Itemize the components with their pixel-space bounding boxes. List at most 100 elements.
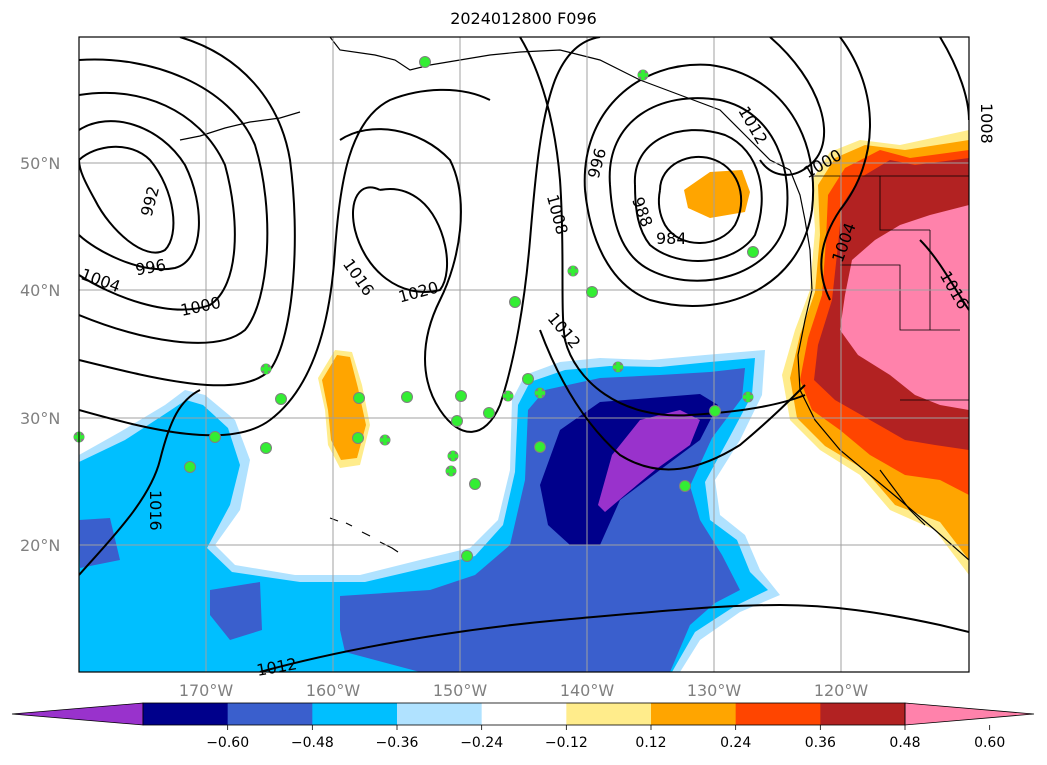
coastlines [179, 37, 969, 561]
obs-circle-marker [184, 461, 196, 473]
colorbar-segment [820, 703, 906, 725]
isobar-1016-sw [79, 389, 201, 576]
isobar-label: 984 [656, 229, 687, 248]
na-west-coast [789, 169, 969, 561]
baja-coast [879, 469, 926, 526]
obs-plus-marker [260, 363, 272, 375]
observation-markers [73, 56, 759, 562]
obs-circle-marker [522, 373, 534, 385]
lon-label: 170°W [179, 681, 234, 700]
longitude-labels: 170°W 160°W 150°W 140°W 130°W 120°W [179, 681, 869, 700]
obs-circle-marker [679, 480, 691, 492]
colorbar-tick-label: 0.12 [635, 735, 666, 751]
obs-circle-marker [401, 391, 413, 403]
neg-anomaly-level5 [598, 410, 700, 512]
colorbar-segment [651, 703, 737, 725]
colorbar-segment [397, 703, 483, 725]
obs-circle-marker [455, 390, 467, 402]
obs-circle-marker [419, 56, 431, 68]
obs-circle-marker [483, 407, 495, 419]
obs-plus-marker [742, 391, 754, 403]
isobar-1016-center [339, 37, 601, 433]
obs-circle-marker [586, 286, 598, 298]
lon-label: 120°W [814, 681, 869, 700]
obs-circle-marker [469, 478, 481, 490]
latitude-labels: 50°N 40°N 30°N 20°N [20, 154, 60, 555]
isobar-1008-west [79, 37, 296, 387]
aleutian-chain [179, 111, 301, 141]
isobar-996-ne [583, 63, 815, 307]
border-interior-1 [879, 176, 930, 231]
isobar-992-ne [608, 97, 789, 282]
lon-label: 150°W [433, 681, 488, 700]
political-borders [810, 175, 969, 401]
colorbar-tick-label: 0.24 [720, 735, 751, 751]
isobar-996 [79, 120, 200, 271]
obs-circle-marker [209, 431, 221, 443]
colorbar-segment [566, 703, 652, 725]
obs-plus-marker [445, 465, 457, 477]
obs-circle-marker [451, 415, 463, 427]
colorbar-tick-label: −0.48 [291, 735, 334, 751]
colorbar-tick-label: 0.48 [889, 735, 920, 751]
colorbar-extend-high [904, 702, 1035, 726]
isobars [79, 37, 969, 672]
isobar-1012-south [259, 603, 969, 672]
isobar-988 [633, 129, 763, 262]
colorbar-tick-label: −0.24 [460, 735, 503, 751]
colorbar-segment [735, 703, 821, 725]
isobar-1000-ne [759, 37, 826, 176]
colorbar-tick-label: 0.60 [974, 735, 1005, 751]
isobar-984 [657, 155, 743, 244]
isobar-label: 1008 [977, 103, 996, 144]
lon-label: 140°W [560, 681, 615, 700]
isobar-1000 [79, 91, 236, 311]
colorbar-segment [481, 703, 567, 725]
obs-plus-marker [612, 361, 624, 373]
colorbar-segment [143, 703, 229, 725]
obs-plus-marker [534, 387, 546, 399]
colorbar-tick-label: −0.60 [206, 735, 249, 751]
obs-plus-marker [447, 450, 459, 462]
map-frame [78, 36, 970, 673]
lon-label: 130°W [687, 681, 742, 700]
obs-circle-marker [352, 432, 364, 444]
obs-plus-marker [567, 265, 579, 277]
shaded-anomaly-field [79, 130, 969, 672]
obs-circle-marker [260, 442, 272, 454]
lat-label: 30°N [20, 409, 60, 428]
isobar-1016-ne [919, 239, 969, 311]
obs-circle-marker [461, 550, 473, 562]
colorbar-segment [227, 703, 313, 725]
isobar-1004-west [79, 58, 269, 344]
pos-anomaly-lowcenter [684, 170, 750, 218]
hawaii-islands [329, 517, 399, 553]
obs-plus-marker [502, 390, 514, 402]
isobar-1012-mid [539, 329, 806, 471]
isobar-1004-ne [820, 37, 871, 301]
graticule [79, 37, 969, 672]
pos-anomaly-east-l5 [840, 205, 969, 410]
colorbar-extend-low [11, 702, 144, 726]
colorbar-tick-label: 0.36 [805, 735, 836, 751]
colorbar-tick-label: −0.36 [376, 735, 419, 751]
obs-plus-marker [637, 69, 649, 81]
obs-circle-marker [709, 405, 721, 417]
alaska-coast [329, 37, 791, 171]
colorbar-tick-label: −0.12 [545, 735, 588, 751]
isobar-label: 1016 [146, 490, 165, 531]
obs-plus-marker [379, 434, 391, 446]
obs-circle-marker [275, 393, 287, 405]
colorbar-segment [312, 703, 398, 725]
chart-title: 2024012800 F096 [450, 9, 597, 28]
colorbar-frame [142, 702, 906, 726]
lat-label: 20°N [20, 536, 60, 555]
obs-circle-marker [747, 246, 759, 258]
obs-circle-marker [534, 441, 546, 453]
lat-label: 40°N [20, 281, 60, 300]
isobar-992 [79, 145, 175, 254]
obs-circle-marker [509, 296, 521, 308]
lat-label: 50°N [20, 154, 60, 173]
obs-circle-marker [353, 392, 365, 404]
